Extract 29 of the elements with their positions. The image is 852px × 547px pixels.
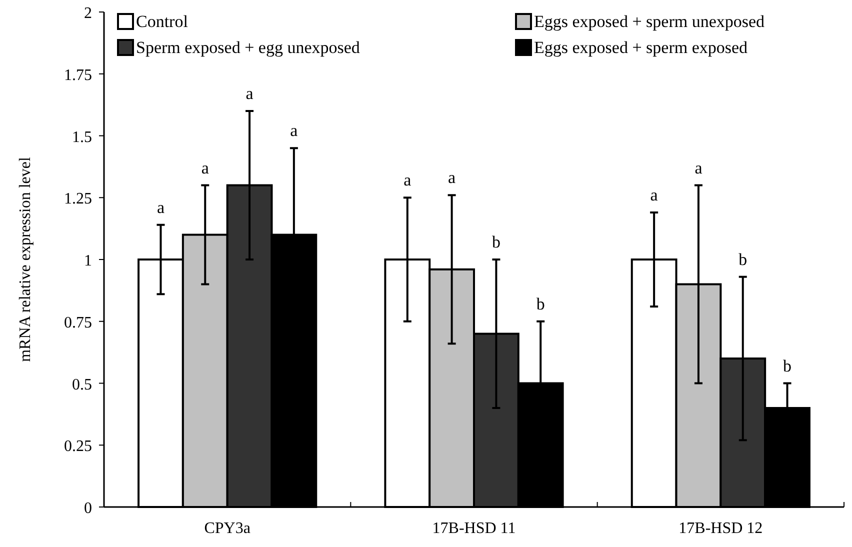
x-tick-label: 17B-HSD 12 [678, 520, 763, 537]
y-tick-label: 0.5 [72, 376, 92, 394]
annotation: b [783, 356, 792, 376]
y-tick-label: 1.25 [64, 190, 92, 208]
y-tick-label: 1.75 [64, 66, 92, 84]
y-tick-label: 1.5 [72, 128, 92, 146]
annotation: a [290, 121, 298, 140]
y-tick-label: 0 [84, 500, 92, 517]
legend-label: Eggs exposed + sperm unexposed [534, 12, 766, 31]
annotation: a [404, 170, 412, 190]
legend-label: Eggs exposed + sperm exposed [534, 38, 748, 57]
legend-label: Sperm exposed + egg unexposed [136, 38, 360, 57]
annotation: a [448, 168, 456, 188]
annotation: b [738, 250, 748, 269]
annotation: a [650, 185, 658, 204]
annotation: a [201, 158, 210, 178]
annotation: a [156, 198, 165, 217]
y-axis-title: mRNA relative expression level [17, 156, 34, 362]
annotation: b [536, 294, 545, 314]
y-tick-label: 2 [84, 5, 92, 22]
legend-label: Control [136, 12, 188, 31]
annotation: b [492, 232, 500, 252]
annotation: a [246, 84, 254, 103]
y-tick-label: 1 [84, 252, 92, 270]
x-tick-label: CPY3a [204, 520, 250, 537]
y-tick-label: 0.25 [64, 438, 92, 456]
x-tick-label: 17B-HSD 11 [432, 520, 516, 537]
annotation: a [694, 158, 703, 178]
y-tick-label: 0.75 [64, 314, 92, 332]
